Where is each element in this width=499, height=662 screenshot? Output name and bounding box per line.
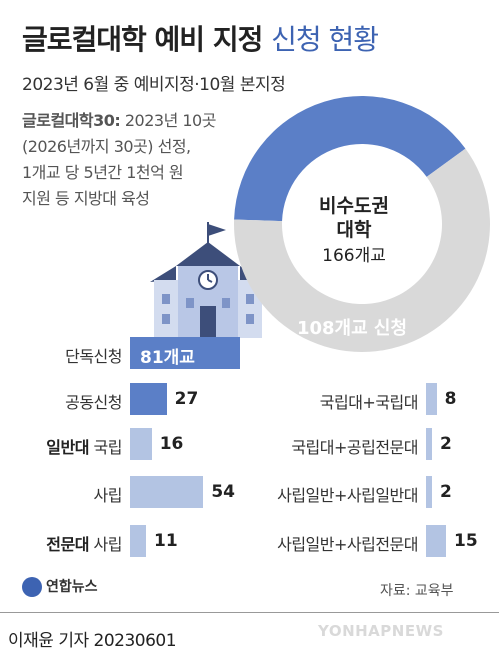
yonhap-logo: 연합뉴스: [22, 576, 98, 597]
donut-center-label-2: 대학: [337, 219, 372, 241]
logo-mark-icon: [22, 577, 42, 597]
description-line-1: 글로컬대학30: 2023년 10곳: [22, 108, 216, 134]
bar-left-1: [130, 383, 167, 415]
description-highlight: 글로컬대학30:: [22, 111, 121, 130]
donut-center-label-1: 비수도권: [319, 195, 389, 217]
description-line-4: 지원 등 지방대 육성: [22, 189, 150, 208]
description-line-1-rest: 2023년 10곳: [120, 111, 217, 130]
bar-left-label-4: 전문대 사립: [46, 535, 122, 554]
bar-right-value-1: 2: [440, 434, 452, 454]
bar-left-value-2: 16: [159, 434, 184, 454]
donut-segment-label: 108개교 신청: [297, 318, 407, 339]
source-note: 자료: 교육부: [380, 583, 454, 599]
bar-left-3: [130, 476, 204, 508]
donut-slice-1: [233, 148, 490, 352]
description-line-3: 1개교 당 5년간 1천억 원: [22, 163, 184, 182]
bar-left-value-3: 54: [211, 482, 235, 502]
chart-title: 글로컬대학 예비 지정 신청 현황: [22, 18, 379, 58]
bar-right-label-1: 국립대+공립전문대: [291, 438, 418, 457]
bar-left-2: [130, 428, 152, 460]
description-block: 글로컬대학30: 2023년 10곳 (2026년까지 30곳) 선정, 1개교…: [22, 108, 216, 212]
bar-right-value-0: 8: [444, 389, 457, 409]
watermark: YONHAPNEWS: [318, 622, 444, 640]
bar-right-value-2: 2: [440, 482, 452, 502]
donut-center-label-3: 166개교: [322, 246, 386, 266]
bar-left-label-0: 단독신청: [65, 347, 122, 366]
footer-divider: [0, 612, 499, 613]
bar-right-1: [426, 428, 432, 460]
title-light: 신청 현황: [271, 23, 379, 56]
description-line-2: (2026년까지 30곳) 선정,: [22, 137, 191, 156]
bar-right-label-2: 사립일반+사립일반대: [277, 486, 418, 505]
bar-right-0: [426, 383, 437, 415]
bar-left-4: [130, 525, 146, 557]
bar-right-label-0: 국립대+국립대: [319, 393, 419, 412]
bar-left-0: [130, 337, 240, 369]
bar-left-label-3: 사립: [93, 486, 123, 505]
bar-left-label-1: 공동신청: [65, 393, 122, 412]
donut-slice-0: [234, 95, 466, 222]
bar-right-value-3: 15: [454, 531, 478, 551]
chart-subtitle: 2023년 6월 중 예비지정·10월 본지정: [22, 75, 286, 95]
bar-right-2: [426, 476, 432, 508]
bar-right-label-3: 사립일반+사립전문대: [277, 535, 418, 554]
logo-text: 연합뉴스: [46, 579, 98, 595]
title-bold: 글로컬대학 예비 지정: [22, 23, 263, 56]
bar-left-value-0: 81개교: [140, 348, 195, 368]
reporter-credit: 이재윤 기자 20230601: [8, 631, 177, 651]
bar-right-3: [426, 525, 446, 557]
bar-left-value-1: 27: [174, 389, 199, 409]
bar-left-label-2: 일반대 국립: [46, 438, 122, 457]
bar-left-value-4: 11: [154, 531, 178, 551]
